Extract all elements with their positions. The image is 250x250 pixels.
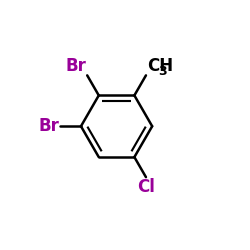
- Text: Br: Br: [66, 56, 86, 74]
- Text: Cl: Cl: [137, 178, 155, 196]
- Text: Br: Br: [38, 117, 59, 135]
- Text: CH: CH: [147, 56, 173, 74]
- Text: 3: 3: [158, 65, 167, 78]
